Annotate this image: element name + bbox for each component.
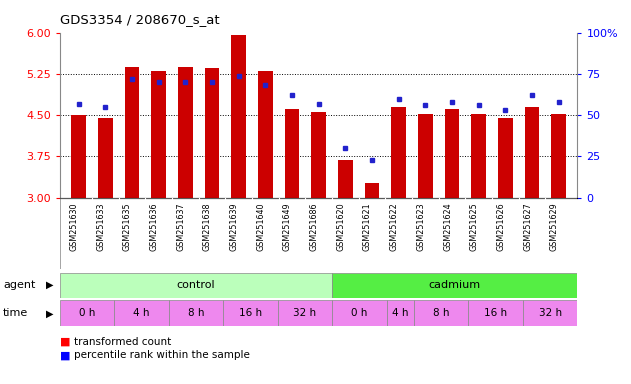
Text: GSM251625: GSM251625 [469,203,479,252]
Text: 4 h: 4 h [133,308,150,318]
Text: 4 h: 4 h [392,308,409,318]
Bar [414,300,468,326]
Bar [391,107,406,198]
Bar [285,109,299,198]
Bar [151,71,166,198]
Bar [258,71,273,198]
Text: 0 h: 0 h [79,308,95,318]
Bar [71,115,86,198]
Bar [125,67,139,198]
Text: GSM251635: GSM251635 [123,203,132,252]
Bar [278,300,333,326]
Text: GSM251621: GSM251621 [363,203,372,252]
Text: GSM251622: GSM251622 [390,203,399,252]
Bar [418,114,433,198]
Text: GSM251639: GSM251639 [230,203,239,252]
Bar [169,300,223,326]
Bar [523,300,577,326]
Text: time: time [3,308,28,318]
Text: cadmium: cadmium [428,280,481,290]
Bar [223,300,278,326]
Bar [387,300,414,326]
Text: transformed count: transformed count [74,337,171,347]
Bar [114,300,169,326]
Bar [311,113,326,198]
Text: control: control [177,280,215,290]
Bar [60,198,577,269]
Text: GSM251637: GSM251637 [176,203,186,252]
Text: 32 h: 32 h [539,308,562,318]
Text: 8 h: 8 h [188,308,204,318]
Bar [333,300,387,326]
Text: agent: agent [3,280,35,290]
Text: 8 h: 8 h [433,308,449,318]
Text: GSM251638: GSM251638 [203,203,212,251]
Bar [333,273,577,298]
Text: ■: ■ [60,350,71,360]
Bar [178,67,192,198]
Text: ■: ■ [60,337,71,347]
Text: GSM251629: GSM251629 [550,203,558,252]
Text: GSM251686: GSM251686 [310,203,319,251]
Text: 32 h: 32 h [293,308,317,318]
Text: GSM251624: GSM251624 [443,203,452,252]
Bar [471,114,486,198]
Bar [232,35,246,198]
Bar [498,118,512,198]
Text: ▶: ▶ [46,308,54,318]
Text: percentile rank within the sample: percentile rank within the sample [74,350,250,360]
Text: GSM251649: GSM251649 [283,203,292,252]
Bar [445,109,459,198]
Text: GDS3354 / 208670_s_at: GDS3354 / 208670_s_at [60,13,220,26]
Text: 0 h: 0 h [351,308,368,318]
Text: GSM251630: GSM251630 [69,203,79,251]
Bar [338,161,353,198]
Bar [204,68,220,198]
Text: GSM251640: GSM251640 [256,203,265,251]
Text: GSM251627: GSM251627 [523,203,532,252]
Bar [468,300,523,326]
Bar [551,114,566,198]
Text: GSM251633: GSM251633 [97,203,105,251]
Text: ▶: ▶ [46,280,54,290]
Bar [365,183,379,198]
Bar [60,300,114,326]
Bar [98,118,112,198]
Bar [525,107,540,198]
Text: GSM251636: GSM251636 [150,203,158,251]
Text: GSM251626: GSM251626 [497,203,505,252]
Text: 16 h: 16 h [239,308,262,318]
Text: GSM251623: GSM251623 [416,203,425,252]
Text: GSM251620: GSM251620 [336,203,345,252]
Bar [60,273,333,298]
Text: 16 h: 16 h [484,308,507,318]
